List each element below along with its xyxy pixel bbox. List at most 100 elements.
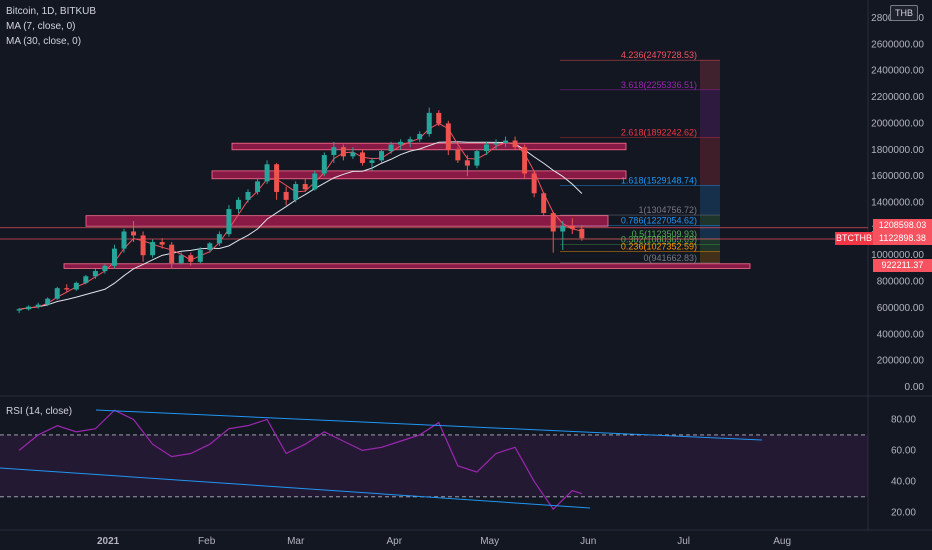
rsi-upper-trendline: [95, 409, 763, 441]
candle-body: [73, 282, 79, 290]
candle-body: [350, 152, 356, 157]
candle-body: [245, 191, 251, 200]
time-axis-tick: Mar: [287, 536, 305, 547]
candle-body: [102, 265, 108, 272]
candle-body: [83, 276, 89, 283]
candle-body: [131, 231, 137, 236]
price-axis-tick: 0.00: [905, 382, 925, 393]
candle-body: [579, 228, 585, 239]
candle-body: [111, 248, 117, 266]
candle-body: [226, 209, 232, 235]
candle-body: [426, 112, 432, 134]
fib-level-label: 1(1304756.72): [638, 205, 697, 215]
time-axis-tick: Feb: [198, 536, 216, 547]
candle-body: [379, 151, 385, 161]
time-axis-tick: May: [480, 536, 499, 547]
fib-level-label: 0.236(1027352.59): [621, 242, 697, 252]
candle-body: [188, 255, 194, 262]
candle-body: [359, 152, 365, 163]
symbol-price-badge: BTCTHB: [835, 232, 873, 245]
fib-level-label: 0(941662.83): [643, 253, 697, 263]
ma30-legend: MA (30, close, 0): [6, 36, 82, 47]
price-axis-tick: 1600000.00: [871, 171, 924, 182]
candle-body: [178, 255, 184, 264]
price-axis-tick: 2200000.00: [871, 92, 924, 103]
candle-body: [169, 244, 175, 264]
candle-body: [464, 160, 470, 166]
candle-body: [522, 147, 528, 174]
rsi-legend: RSI (14, close): [6, 406, 73, 417]
candle-body: [569, 226, 575, 229]
price-axis-tick: 1800000.00: [871, 145, 924, 156]
fib-band: [700, 89, 720, 138]
candle-body: [512, 140, 518, 148]
candle-body: [92, 271, 98, 277]
candle-body: [340, 147, 346, 157]
fib-level-label: 4.236(2479728.53): [621, 50, 697, 60]
rsi-axis-tick: 60.00: [891, 445, 916, 456]
candle-body: [159, 242, 165, 245]
fib-level-label: 3.618(2255336.51): [621, 80, 697, 90]
candle-body: [35, 304, 41, 307]
candle-body: [550, 213, 556, 232]
support-zone: [211, 170, 627, 180]
candle-body: [560, 226, 566, 232]
candle-body: [369, 160, 375, 163]
fib-band: [700, 60, 720, 90]
candle-body: [312, 173, 318, 190]
price-tag-support: 922211.37: [873, 259, 932, 272]
candle-body: [197, 249, 203, 262]
support-zone: [231, 142, 627, 151]
candle-body: [493, 143, 499, 145]
price-axis-tick: 1400000.00: [871, 198, 924, 209]
candle-body: [16, 309, 22, 311]
rsi-lower-trendline: [0, 467, 591, 509]
candle-body: [216, 234, 222, 244]
candle-body: [417, 133, 423, 140]
fib-band: [700, 251, 720, 263]
candle-body: [54, 288, 60, 299]
price-tag-current: 1122898.38: [873, 232, 932, 245]
time-axis-tick: Jun: [580, 536, 596, 547]
fib-band: [700, 225, 720, 239]
fib-band: [700, 238, 720, 245]
price-axis-tick: 400000.00: [877, 329, 925, 340]
candle-body: [541, 193, 547, 214]
time-axis-tick: Aug: [773, 536, 791, 547]
candle-body: [64, 288, 70, 290]
fib-band: [700, 185, 720, 216]
candle-body: [455, 149, 461, 161]
currency-badge[interactable]: THB: [890, 5, 918, 21]
fib-level-label: 2.618(1892242.62): [621, 128, 697, 138]
candle-body: [331, 147, 337, 156]
time-axis-tick: Apr: [386, 536, 402, 547]
candle-body: [150, 242, 156, 256]
fib-band: [700, 137, 720, 186]
symbol-legend: Bitcoin, 1D, BITKUB: [6, 6, 97, 17]
candle-body: [388, 144, 394, 152]
time-axis-tick: 2021: [97, 536, 120, 547]
candle-body: [207, 243, 213, 250]
fib-level-label: 0.786(1227054.62): [621, 215, 697, 225]
fib-level-label: 1.618(1529148.74): [621, 175, 697, 185]
candle-body: [274, 164, 280, 192]
candle-body: [45, 298, 51, 305]
candle-body: [283, 191, 289, 200]
candle-body: [483, 144, 489, 152]
candle-body: [293, 184, 299, 200]
candle-body: [398, 141, 404, 145]
candle-body: [140, 235, 146, 256]
rsi-band-fill: [0, 434, 868, 497]
candle-body: [255, 181, 261, 192]
price-axis-tick: 2000000.00: [871, 118, 924, 129]
fib-band: [700, 244, 720, 252]
time-axis-tick: Jul: [677, 536, 690, 547]
price-axis-tick: 800000.00: [877, 277, 925, 288]
fib-level-label: 0.382(1080365.69): [621, 235, 697, 245]
candle-body: [26, 306, 32, 310]
candle-body: [531, 173, 537, 194]
ma7-legend: MA (7, close, 0): [6, 21, 76, 32]
rsi-axis-tick: 20.00: [891, 507, 916, 518]
support-zone: [63, 263, 751, 269]
